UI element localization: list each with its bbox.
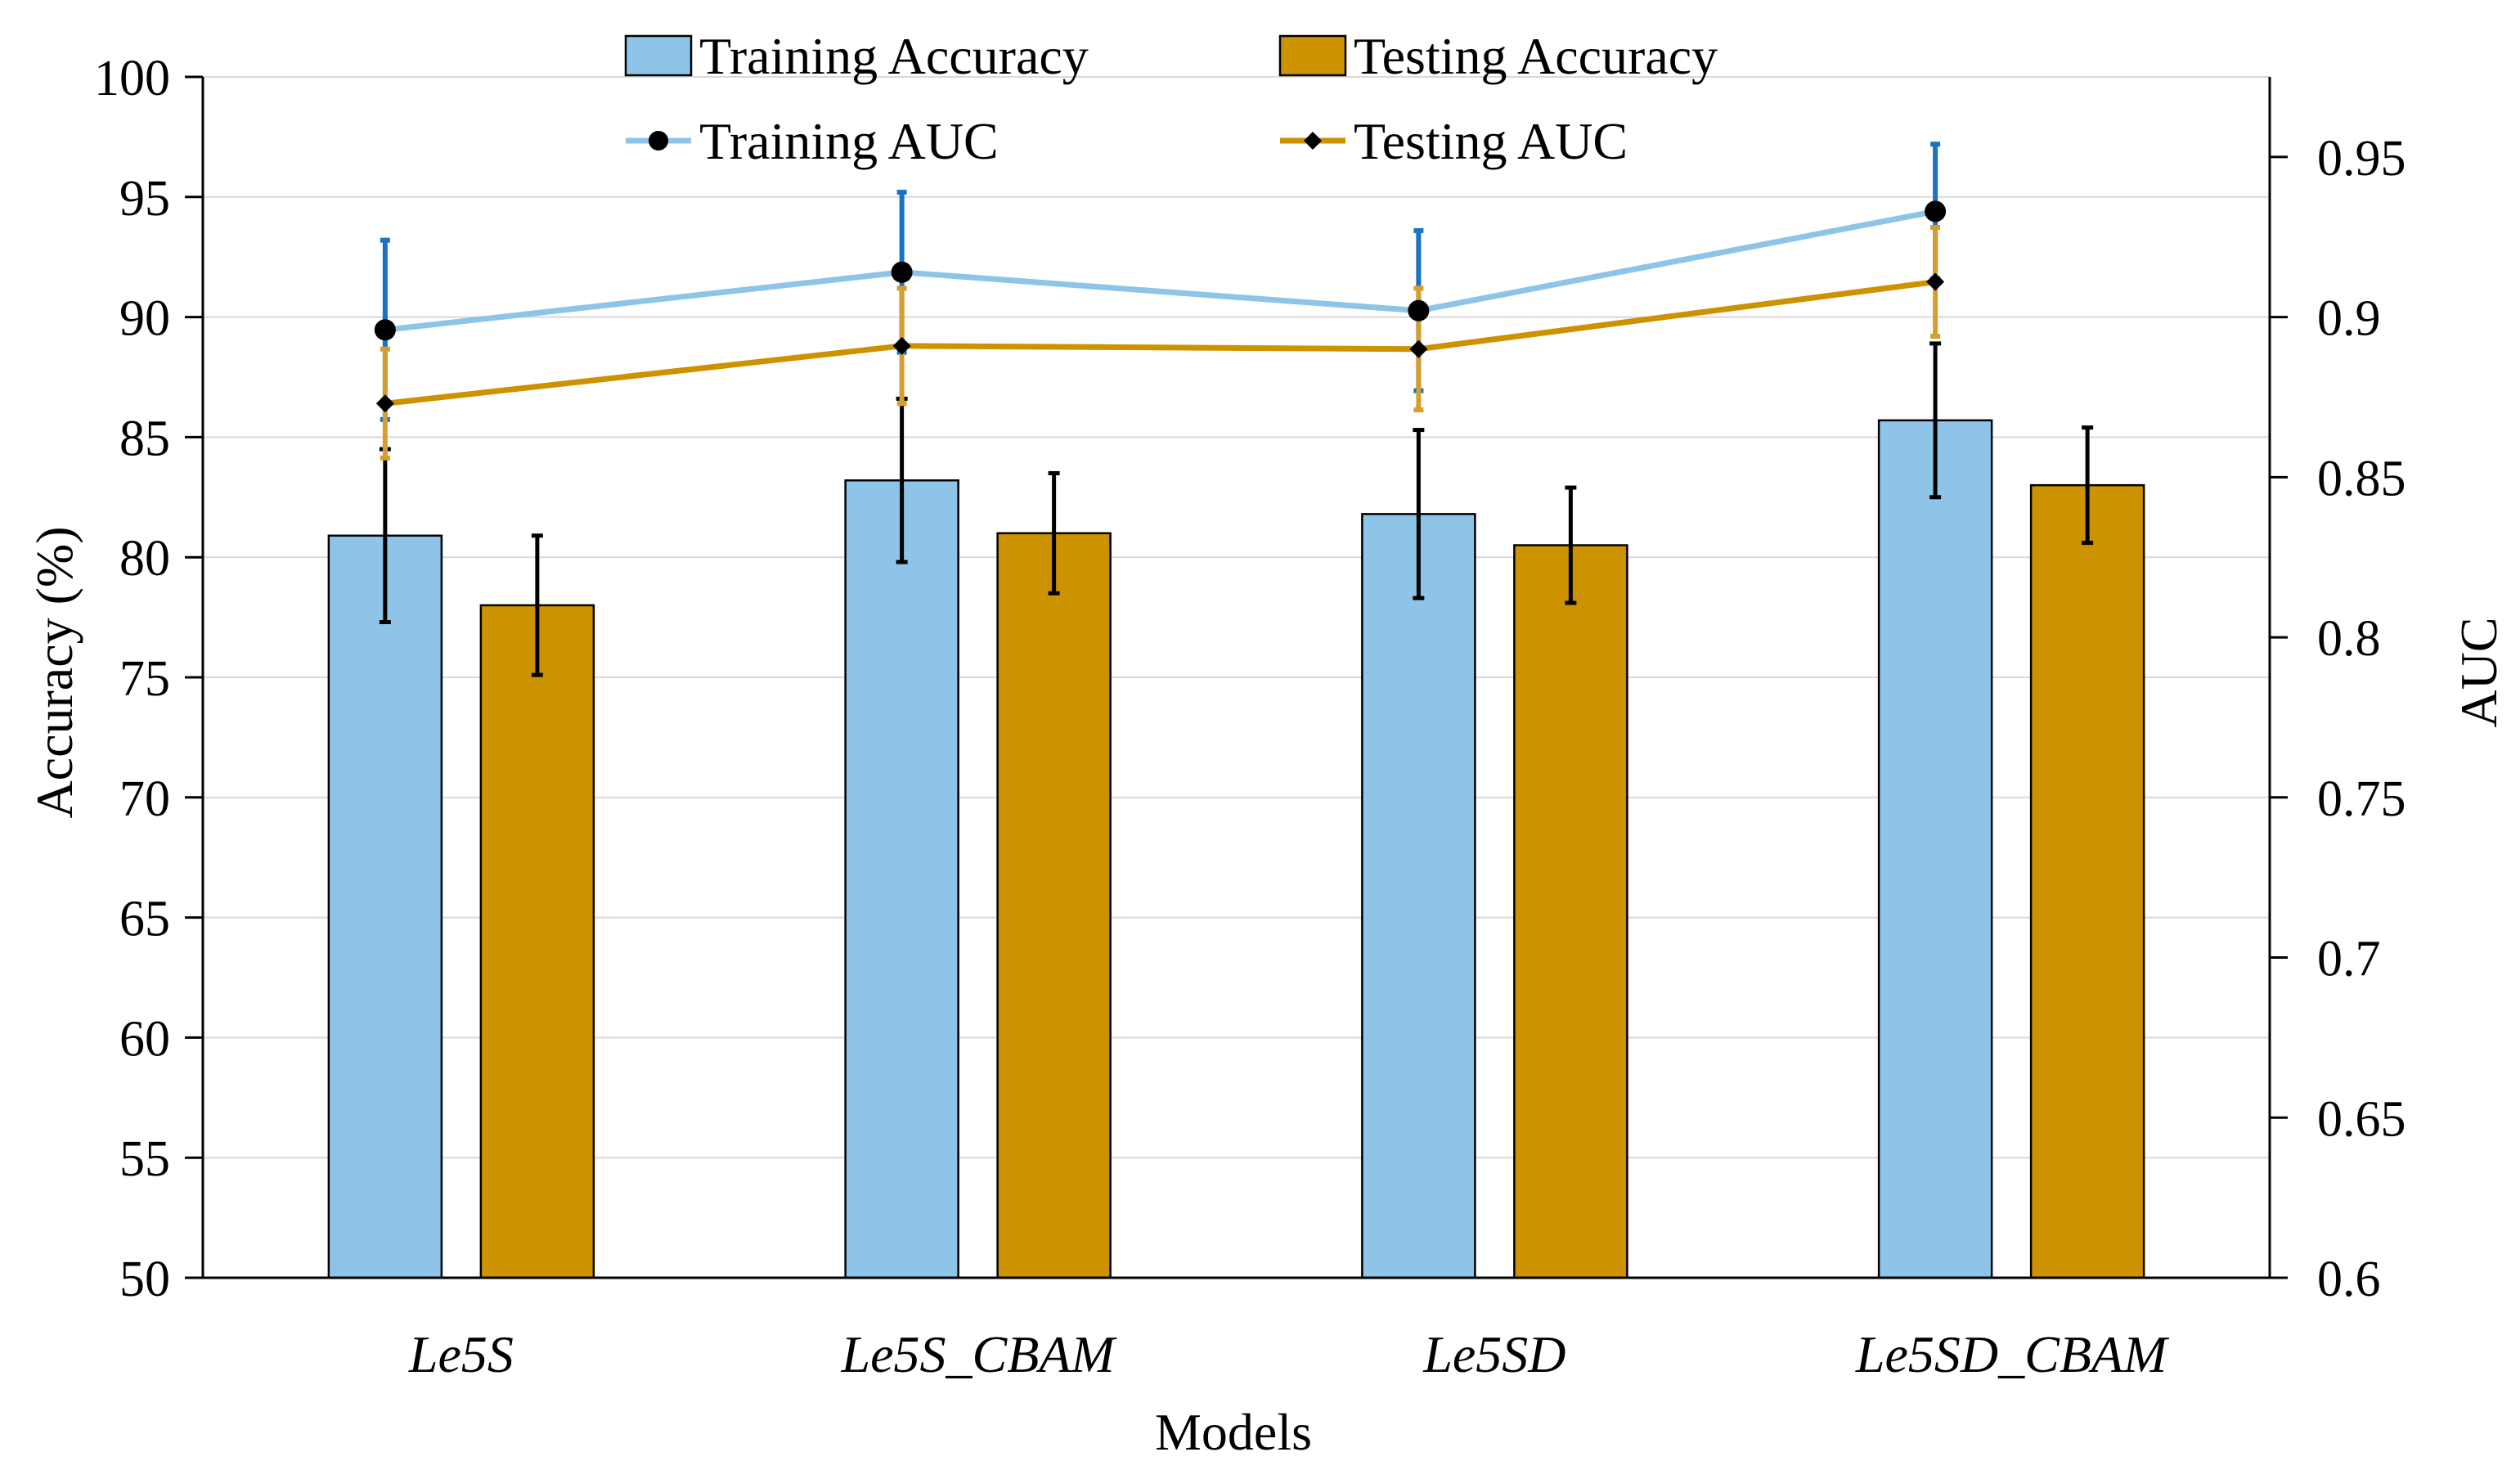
- y-tick-label: 60: [119, 1011, 170, 1067]
- y2-tick-label: 0.85: [2317, 451, 2406, 506]
- y-tick-label: 70: [119, 771, 170, 827]
- legend-label-testing-auc: Testing AUC: [1354, 112, 1628, 170]
- bar-testing-accuracy-1: [996, 532, 1112, 1279]
- circle-marker: [1408, 299, 1430, 321]
- y-tick-label: 75: [119, 651, 170, 707]
- legend-swatch-training-accuracy: [624, 34, 693, 77]
- bar-layer: [327, 419, 2145, 1279]
- series-line-training-auc: [384, 208, 1936, 333]
- y2-tick-label: 0.75: [2317, 771, 2406, 827]
- y2-tick-label: 0.9: [2317, 291, 2381, 347]
- x-axis-title: Models: [1155, 1403, 1312, 1461]
- y-tick-label: 50: [119, 1252, 170, 1307]
- line-layer: [384, 208, 1936, 407]
- y2-axis-title: AUC: [2450, 617, 2508, 727]
- bar-error-layer: [379, 341, 2094, 677]
- legend-diamond-marker: [1304, 132, 1322, 150]
- y2-tick-label: 0.65: [2317, 1091, 2406, 1147]
- diamond-marker: [1409, 339, 1428, 358]
- legend-label-training-auc: Training AUC: [699, 112, 999, 170]
- legend-circle-marker: [649, 131, 668, 151]
- y2-tick-label: 0.8: [2317, 611, 2381, 667]
- bar-training-accuracy-3: [1877, 419, 1993, 1279]
- y-tick-label: 65: [119, 892, 170, 947]
- y-axis-title: Accuracy (%): [25, 526, 83, 818]
- y-tick-label: 100: [94, 51, 170, 106]
- x-tick-label: Le5S: [408, 1325, 514, 1383]
- legend-label-testing-accuracy: Testing Accuracy: [1354, 27, 1718, 85]
- circle-marker: [1925, 200, 1947, 223]
- legend-swatch-testing-accuracy: [1278, 34, 1347, 77]
- axis-layer: [185, 75, 2288, 1279]
- x-tick-label: Le5S_CBAM: [841, 1325, 1118, 1383]
- bar-testing-accuracy-0: [479, 604, 595, 1279]
- y2-tick-label: 0.6: [2317, 1252, 2381, 1307]
- y2-tick-label: 0.95: [2317, 131, 2406, 187]
- series-line-testing-auc: [384, 279, 1936, 407]
- y-tick-label: 80: [119, 531, 170, 587]
- y-tick-label: 90: [119, 291, 170, 347]
- legend-label-training-accuracy: Training Accuracy: [699, 27, 1089, 85]
- label-layer: 50 55 60 65 70 75 80 85 90 95 100 0.6 0.65 0.7 0.75 0.8…: [94, 51, 2406, 1383]
- y-tick-label: 55: [119, 1131, 170, 1187]
- bar-training-accuracy-2: [1361, 513, 1476, 1279]
- bar-training-accuracy-1: [844, 479, 959, 1279]
- line-error-layer: [380, 142, 1941, 461]
- circle-marker: [374, 319, 396, 341]
- diamond-marker: [375, 394, 394, 413]
- x-tick-label: Le5SD: [1422, 1325, 1565, 1383]
- y-tick-label: 85: [119, 411, 170, 466]
- bar-testing-accuracy-3: [2029, 483, 2145, 1279]
- legend: Training Accuracy Testing Accuracy Trainin…: [624, 27, 1718, 170]
- x-tick-label: Le5SD_CBAM: [1855, 1325, 2170, 1383]
- bar-testing-accuracy-2: [1513, 544, 1628, 1279]
- diamond-marker: [1926, 272, 1945, 291]
- bar-training-accuracy-0: [327, 534, 443, 1279]
- y-tick-label: 95: [119, 171, 170, 227]
- marker-layer: [374, 200, 1947, 413]
- circle-marker: [891, 261, 913, 283]
- diamond-marker: [892, 336, 911, 355]
- y2-tick-label: 0.7: [2317, 932, 2381, 987]
